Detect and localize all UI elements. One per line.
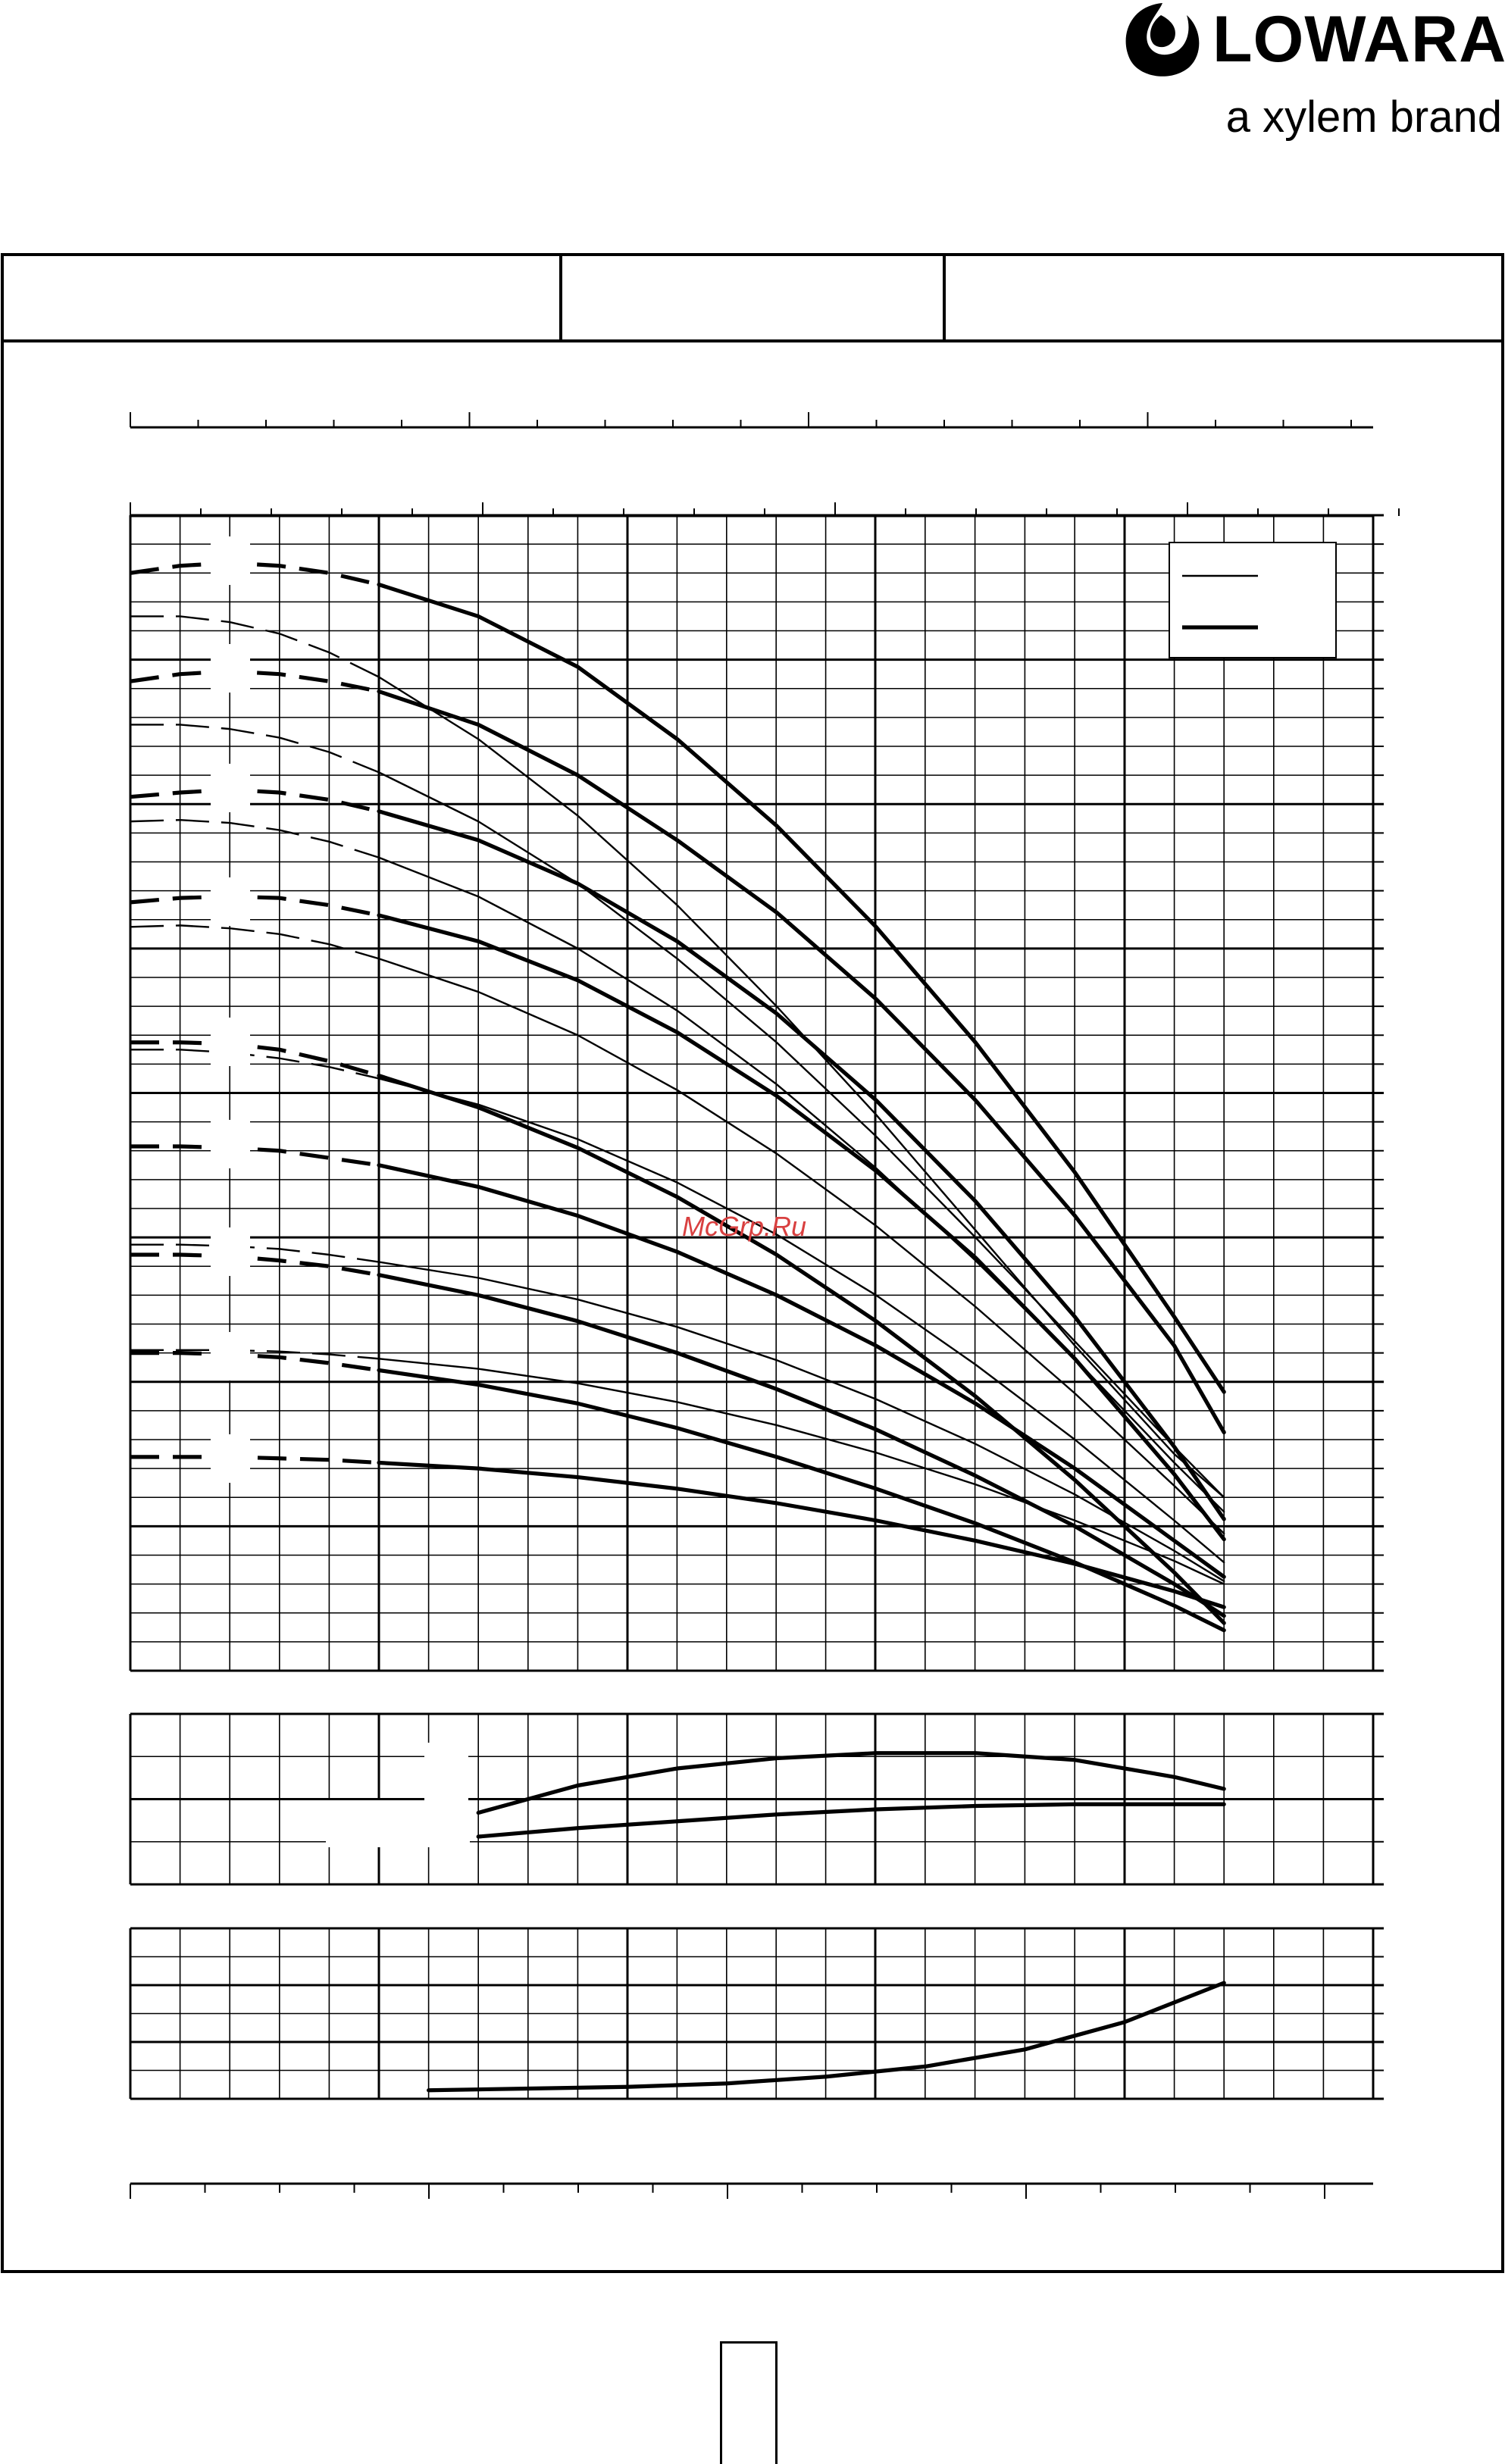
curve-11 — [377, 856, 1225, 1513]
curve-5-low-flow-dashed — [130, 1144, 380, 1168]
page-number-box — [720, 2341, 778, 2464]
curve-12-low-flow-dashed — [130, 924, 380, 960]
brand-name: LOWARA — [1212, 3, 1505, 76]
lowara-drops-icon — [1125, 3, 1200, 77]
curve-3-low-flow-dashed — [130, 894, 380, 918]
brand-logo: LOWARA a xylem brand — [1114, 0, 1505, 152]
legend-box — [1169, 542, 1337, 658]
npsh-curve-panel — [129, 1927, 1384, 2100]
curve-6-low-flow-dashed — [130, 1252, 380, 1277]
curve-2 — [377, 809, 1226, 1521]
curve-11-low-flow-dashed — [130, 819, 380, 858]
curve-9 — [377, 676, 1225, 1499]
page-border — [1, 253, 1504, 2273]
curve-0-low-flow-dashed — [130, 561, 380, 587]
curve-15-low-flow-dashed — [130, 1349, 380, 1360]
curve-label-gap — [211, 764, 250, 812]
watermark-text: McGrp.Ru — [682, 1211, 807, 1242]
curve-label-gap — [211, 1018, 250, 1066]
curve-10-low-flow-dashed — [130, 724, 380, 774]
curve-1 — [476, 1802, 1226, 1839]
curve-7 — [377, 1368, 1226, 1633]
curve-label-gap — [211, 644, 250, 693]
curve-13-low-flow-dashed — [130, 1049, 380, 1080]
curve-label-gap — [211, 1332, 250, 1381]
curve-15 — [377, 1358, 1225, 1585]
curve-9-low-flow-dashed — [130, 615, 380, 678]
curve-2-low-flow-dashed — [130, 787, 380, 814]
curve-label-gap — [211, 877, 250, 926]
curve-14-low-flow-dashed — [130, 1243, 380, 1263]
curve-13 — [377, 1077, 1225, 1564]
curve-8 — [377, 1460, 1226, 1609]
brand-tagline: a xylem brand — [1225, 92, 1502, 142]
curve-0 — [426, 1981, 1226, 2093]
curve-0 — [476, 1751, 1226, 1815]
curve-4 — [377, 1074, 1226, 1625]
curve-10 — [377, 771, 1225, 1499]
curve-5 — [377, 1163, 1226, 1579]
axis-label-gap — [326, 1800, 470, 1847]
curve-12 — [377, 958, 1225, 1535]
axis-label-gap — [424, 1743, 468, 1803]
curve-label-gap — [211, 1120, 250, 1168]
chart-frame — [1, 253, 1504, 2273]
curve-1 — [377, 689, 1226, 1435]
curve-label-gap — [211, 536, 250, 585]
curve-label-gap — [211, 1434, 250, 1483]
curve-label-gap — [211, 1227, 250, 1276]
curve-0 — [377, 582, 1226, 1394]
curve-3 — [377, 913, 1226, 1542]
curve-6 — [377, 1273, 1226, 1618]
chart-legend — [1169, 542, 1337, 658]
curve-8-low-flow-dashed — [130, 1455, 380, 1465]
curve-14 — [377, 1261, 1225, 1583]
efficiency-curve-panel — [129, 1712, 1384, 1886]
head-curve-panel — [129, 514, 1384, 1672]
